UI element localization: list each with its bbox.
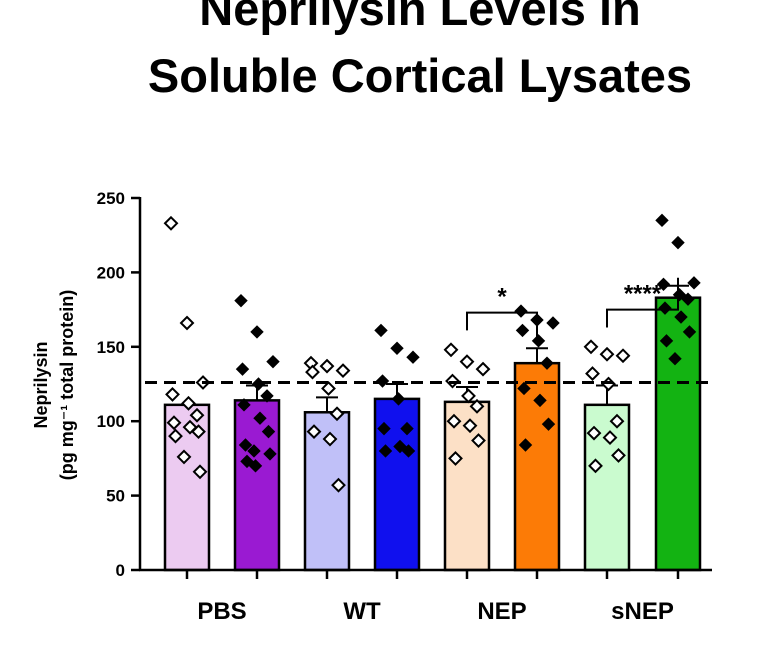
data-point: [514, 304, 528, 318]
bar-pbs-filled: [233, 399, 281, 572]
data-point: [378, 444, 393, 458]
data-point: [240, 454, 254, 469]
data-point: [321, 381, 336, 396]
data-point: [541, 417, 556, 431]
data-point: [238, 438, 253, 452]
data-point: [531, 334, 546, 348]
data-point: [515, 323, 530, 338]
data-point: [671, 235, 685, 250]
data-point: [609, 413, 625, 429]
data-point: [462, 418, 478, 434]
data-point: [319, 358, 335, 374]
data-point: [165, 387, 180, 402]
bar-nep-filled: [513, 361, 561, 572]
data-point: [247, 444, 261, 458]
data-point: [546, 316, 560, 330]
data-point: [248, 459, 263, 473]
data-point: [588, 458, 603, 474]
data-point: [540, 356, 554, 370]
data-point: [682, 325, 697, 339]
x-category-label-pbs: PBS: [197, 598, 246, 625]
data-point: [674, 310, 688, 324]
data-point: [443, 342, 459, 358]
y-tick-label: 50: [106, 487, 125, 506]
data-point: [687, 276, 701, 290]
data-point: [401, 444, 416, 458]
data-point: [166, 415, 182, 431]
data-point: [306, 424, 322, 440]
data-point: [461, 388, 476, 404]
data-point: [331, 477, 346, 493]
data-point: [163, 215, 179, 231]
data-point: [393, 439, 407, 454]
data-point: [235, 362, 250, 376]
data-point: [681, 292, 695, 306]
data-point: [471, 433, 486, 448]
data-point: [602, 430, 618, 445]
y-tick-label: 100: [97, 412, 125, 431]
data-point: [181, 395, 196, 411]
data-point: [261, 424, 276, 439]
data-point: [517, 381, 531, 396]
chart-title-line-2: Soluble Cortical Lysates: [147, 49, 693, 102]
data-point: [586, 425, 602, 441]
data-point: [305, 364, 320, 380]
data-point: [611, 448, 626, 463]
data-point: [192, 464, 208, 480]
data-point: [518, 438, 533, 452]
y-axis-title-line-1: Neprilysin: [31, 341, 51, 428]
data-point: [263, 447, 277, 461]
significance-bracket: [466, 311, 538, 341]
significance-label: ****: [624, 281, 662, 308]
data-point: [446, 413, 462, 429]
data-point: [469, 398, 485, 414]
data-point: [191, 424, 206, 440]
data-point: [260, 389, 274, 403]
data-point: [459, 354, 475, 370]
data-point: [322, 431, 338, 447]
data-point: [179, 315, 195, 331]
y-tick-label: 250: [97, 189, 125, 208]
data-point: [237, 398, 251, 412]
data-point: [234, 293, 248, 308]
x-category-label-snep: sNEP: [611, 598, 674, 625]
x-category-label-nep: NEP: [477, 598, 526, 625]
data-point: [475, 361, 491, 377]
data-point: [668, 351, 682, 366]
data-point: [329, 406, 345, 422]
y-tick-label: 0: [116, 561, 125, 580]
data-point: [655, 213, 669, 228]
data-point: [391, 392, 406, 406]
data-point: [374, 323, 388, 338]
data-point: [659, 334, 674, 348]
data-point: [176, 449, 192, 465]
data-point: [266, 354, 280, 369]
data-point: [533, 393, 547, 408]
data-point: [656, 277, 671, 292]
significance-bracket: [606, 277, 679, 328]
data-point: [250, 325, 264, 339]
data-point: [406, 350, 420, 364]
data-point: [583, 339, 599, 355]
data-point: [400, 421, 414, 436]
y-tick-label: 150: [97, 338, 125, 357]
significance-label: *: [497, 284, 507, 311]
data-point: [253, 411, 267, 425]
chart-title-line-1: Neprilysin Levels in: [199, 0, 641, 35]
data-point: [658, 301, 672, 315]
data-point: [390, 341, 404, 355]
data-point: [448, 450, 463, 466]
data-point: [189, 407, 205, 423]
data-point: [615, 348, 631, 364]
data-point: [168, 428, 183, 444]
y-tick-label: 200: [97, 263, 125, 282]
y-axis-title-line-2: (pg mg⁻¹ total protein): [57, 290, 77, 480]
data-point: [585, 366, 600, 381]
x-category-label-wt: WT: [343, 598, 381, 625]
data-point: [377, 421, 391, 436]
data-point: [672, 288, 687, 302]
data-point: [335, 363, 351, 379]
data-point: [599, 346, 615, 362]
